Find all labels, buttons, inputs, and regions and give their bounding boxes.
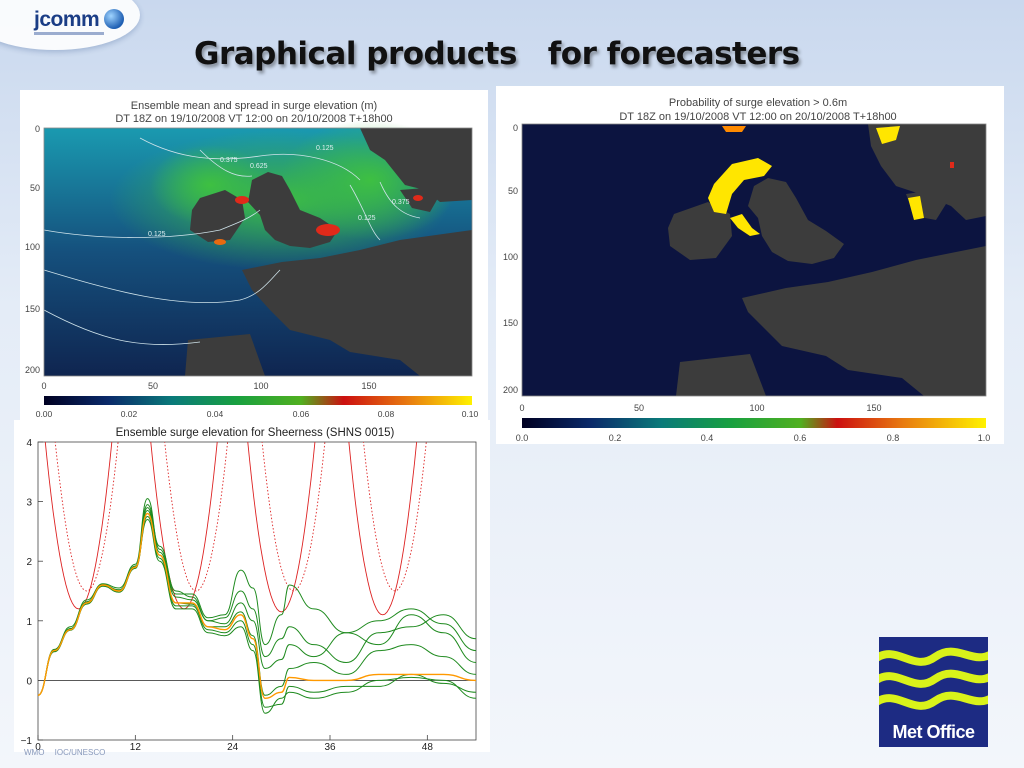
logo-text: jcomm [34, 8, 100, 31]
colorbar [522, 418, 986, 428]
contour-label: 0.625 [250, 163, 268, 170]
y-tick-label: 4 [26, 438, 32, 449]
y-tick-label: 50 [508, 186, 518, 196]
contour-label: 0.125 [358, 215, 376, 222]
jcomm-logo: jcomm [0, 0, 140, 50]
y-tick-label: 1 [26, 617, 32, 628]
globe-icon [104, 9, 124, 29]
colorbar-tick-label: 0.8 [887, 433, 900, 443]
y-tick-label: 3 [26, 498, 32, 509]
map-prob-subtitle: DT 18Z on 19/10/2008 VT 12:00 on 20/10/2… [619, 111, 896, 123]
tidal-curve-dotted [54, 442, 427, 592]
sheerness-surge-chart: Ensemble surge elevation for Sheerness (… [21, 427, 477, 752]
y-tick-label: 200 [503, 385, 518, 395]
map-mean-title: Ensemble mean and spread in surge elevat… [131, 100, 377, 112]
met-office-logo: Met Office [871, 637, 997, 747]
x-tick-label: 48 [422, 742, 434, 752]
x-tick-label: 0 [519, 403, 524, 413]
colorbar-tick-label: 0.04 [207, 409, 224, 419]
x-tick-label: 100 [749, 403, 764, 413]
x-tick-label: 50 [634, 403, 644, 413]
x-tick-label: 12 [130, 742, 142, 752]
x-tick-label: 150 [361, 381, 376, 391]
slide-title: Graphical products for forecasters [194, 36, 800, 72]
y-tick-label: 50 [30, 183, 40, 193]
contour-label: 0.125 [148, 231, 166, 238]
colorbar-tick-label: 0.06 [293, 409, 310, 419]
probability-map: Probability of surge elevation > 0.6m DT… [503, 97, 991, 443]
y-tick-label: 150 [25, 304, 40, 314]
ensemble-mean-line [38, 512, 476, 700]
map-prob-plot [521, 123, 987, 397]
y-tick-label: 150 [503, 318, 518, 328]
colorbar-tick-label: 0.2 [609, 433, 622, 443]
x-tick-label: 100 [253, 381, 268, 391]
map-mean-plot: 0.375 0.625 0.125 0.125 0.375 0.125 [43, 120, 473, 377]
ensemble-member-line [38, 515, 476, 708]
colorbar-tick-label: 0.0 [516, 433, 529, 443]
x-tick-label: 150 [866, 403, 881, 413]
logo-underline [34, 32, 104, 35]
sheerness-surge-chart-panel: Ensemble surge elevation for Sheerness (… [14, 420, 490, 752]
footer-credit: WMO IOC/UNESCO [24, 748, 106, 757]
y-tick-label: 100 [25, 242, 40, 252]
ensemble-member-line [38, 509, 476, 696]
x-tick-label: 36 [324, 742, 336, 752]
met-office-label: Met Office [892, 722, 975, 742]
contour-label: 0.125 [316, 145, 334, 152]
colorbar [44, 396, 472, 405]
colorbar-tick-label: 0.00 [36, 409, 53, 419]
y-tick-label: −1 [21, 736, 33, 747]
chart-series [38, 442, 476, 714]
colorbar-tick-label: 0.6 [794, 433, 807, 443]
contour-label: 0.375 [392, 199, 410, 206]
colorbar-tick-label: 0.4 [701, 433, 714, 443]
x-tick-label: 24 [227, 742, 239, 752]
y-tick-label: 0 [26, 676, 32, 687]
y-tick-label: 0 [513, 123, 518, 133]
probability-map-panel: Probability of surge elevation > 0.6m DT… [496, 86, 1004, 444]
chart-plot-area [37, 441, 477, 741]
x-tick-label: 0 [35, 742, 41, 752]
map-mean-subtitle: DT 18Z on 19/10/2008 VT 12:00 on 20/10/2… [115, 113, 392, 125]
map-prob-title: Probability of surge elevation > 0.6m [669, 97, 847, 109]
y-tick-label: 200 [25, 365, 40, 375]
met-office-wave-icon [871, 647, 997, 710]
y-tick-label: 100 [503, 252, 518, 262]
colorbar-tick-label: 0.02 [121, 409, 138, 419]
contour-lines [43, 137, 421, 346]
y-tick-label: 2 [26, 557, 32, 568]
ensemble-mean-map-panel: Ensemble mean and spread in surge elevat… [20, 90, 488, 420]
chart-title: Ensemble surge elevation for Sheerness (… [116, 427, 395, 439]
x-tick-label: 50 [148, 381, 158, 391]
x-tick-label: 0 [41, 381, 46, 391]
contour-label: 0.375 [220, 157, 238, 164]
colorbar-tick-label: 1.0 [978, 433, 991, 443]
colorbar-tick-label: 0.08 [378, 409, 395, 419]
colorbar-tick-label: 0.10 [462, 409, 479, 419]
ensemble-mean-map: Ensemble mean and spread in surge elevat… [25, 100, 479, 419]
y-tick-label: 0 [35, 124, 40, 134]
